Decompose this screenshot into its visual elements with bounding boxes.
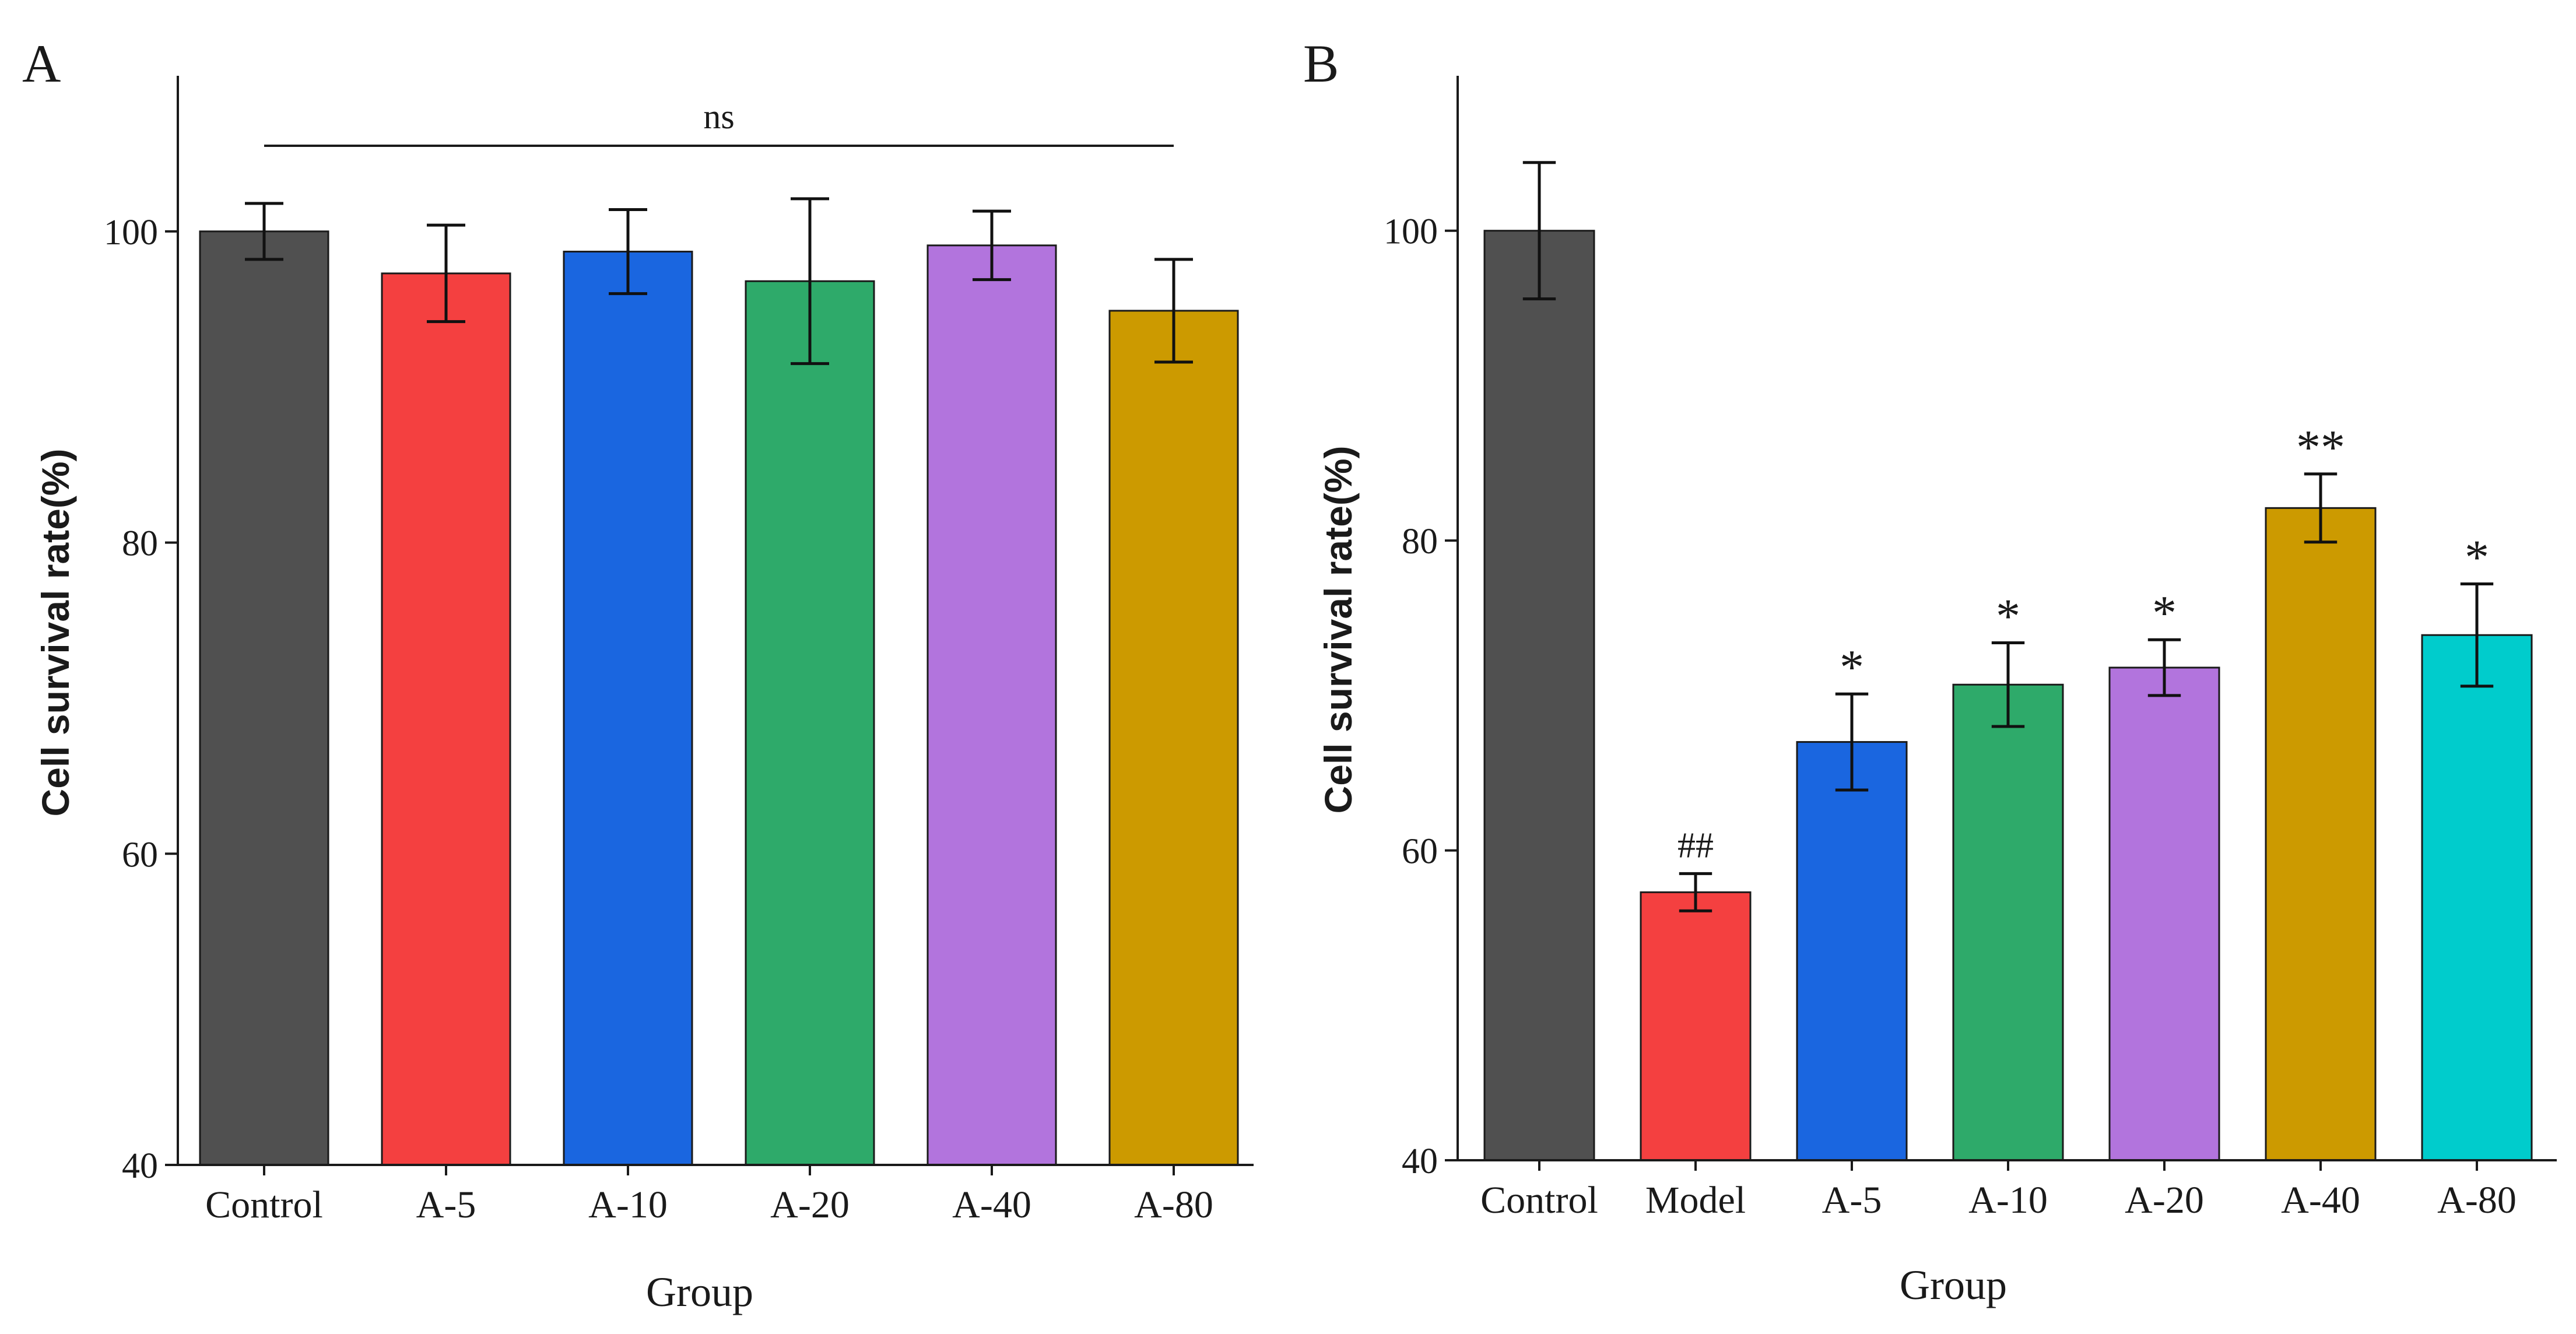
panel-b-y-tick-label-1: 60 — [1402, 832, 1438, 872]
panel-a-bar-a-5 — [381, 272, 511, 1166]
panel-b-significance-label-4: * — [2152, 586, 2177, 640]
panel-b-plot-area: Control ## Model * A-5 * A-10 * A-20 ** A-40 * A-80 4… — [1384, 76, 2557, 1221]
panel-a-bar-control — [199, 230, 329, 1166]
panel-b-significance-label-1: ## — [1677, 826, 1714, 865]
panel-a-y-tick-label-3: 100 — [104, 213, 158, 252]
panel-b-x-tick-label-2: A-5 — [1822, 1179, 1882, 1221]
panel-a-x-tick-label-2: A-10 — [588, 1184, 668, 1226]
panel-b-x-tick-label-3: A-10 — [1968, 1179, 2048, 1221]
panel-a-x-tick-label-5: A-80 — [1134, 1184, 1213, 1226]
panel-a-bar-a-10 — [563, 251, 693, 1166]
panel-b-bar-a-80 — [2421, 634, 2533, 1161]
panel-b-bar-control — [1483, 230, 1595, 1161]
panel-a-plot-area: Control A-5 A-10 A-20 A-40 A-80 40 60 80 100 ns — [104, 76, 1254, 1226]
panel-a-bar-a-20 — [745, 280, 875, 1166]
panel-b-significance-label-2: * — [1840, 640, 1864, 694]
panel-b-x-tick-label-1: Model — [1645, 1179, 1746, 1221]
panel-b-label: B — [1303, 34, 1339, 93]
panel-b-significance-label-6: * — [2465, 531, 2489, 585]
panel-a-x-tick-label-3: A-20 — [770, 1184, 850, 1226]
panel-a: A Cell survival rate(%) Group Control A-5… — [22, 34, 1254, 1315]
panel-a-y-tick-label-0: 40 — [122, 1146, 158, 1186]
panel-a-label: A — [22, 34, 61, 93]
panel-b-x-tick-label-5: A-40 — [2281, 1179, 2360, 1221]
panel-b-x-axis-label: Group — [1900, 1262, 2007, 1308]
panel-b-bar-model — [1640, 891, 1752, 1161]
panel-a-x-tick-label-1: A-5 — [416, 1184, 476, 1226]
panel-a-y-tick-label-1: 60 — [122, 835, 158, 875]
panel-b-bar-a-5 — [1796, 741, 1908, 1161]
panel-a-x-tick-label-0: Control — [205, 1184, 323, 1226]
panel-b-x-tick-label-4: A-20 — [2125, 1179, 2204, 1221]
panel-b-x-tick-label-6: A-80 — [2437, 1179, 2517, 1221]
panel-a-bracket-label: ns — [703, 97, 734, 136]
panel-b-bar-a-40 — [2265, 507, 2377, 1161]
panel-a-y-axis-label: Cell survival rate(%) — [34, 449, 77, 817]
panel-b-significance-label-5: ** — [2296, 420, 2345, 475]
panel-b-y-tick-label-2: 80 — [1402, 522, 1438, 561]
panel-a-x-tick-label-4: A-40 — [952, 1184, 1031, 1226]
panel-b-y-axis-label: Cell survival rate(%) — [1317, 446, 1360, 814]
panel-b-y-tick-label-3: 100 — [1384, 212, 1438, 252]
panel-a-bar-a-80 — [1108, 310, 1239, 1166]
panel-b-significance-label-3: * — [1996, 589, 2020, 644]
panel-a-y-tick-label-2: 80 — [122, 524, 158, 564]
panel-b-bar-a-20 — [2108, 666, 2220, 1161]
panel-a-bar-a-40 — [926, 244, 1057, 1166]
panel-b-bar-a-10 — [1952, 683, 2064, 1161]
panel-b-x-tick-label-0: Control — [1480, 1179, 1598, 1221]
panel-b-y-tick-label-0: 40 — [1402, 1142, 1438, 1181]
panel-a-x-axis-label: Group — [646, 1269, 753, 1315]
panel-b: B Cell survival rate(%) Group Control ## M… — [1303, 34, 2557, 1308]
